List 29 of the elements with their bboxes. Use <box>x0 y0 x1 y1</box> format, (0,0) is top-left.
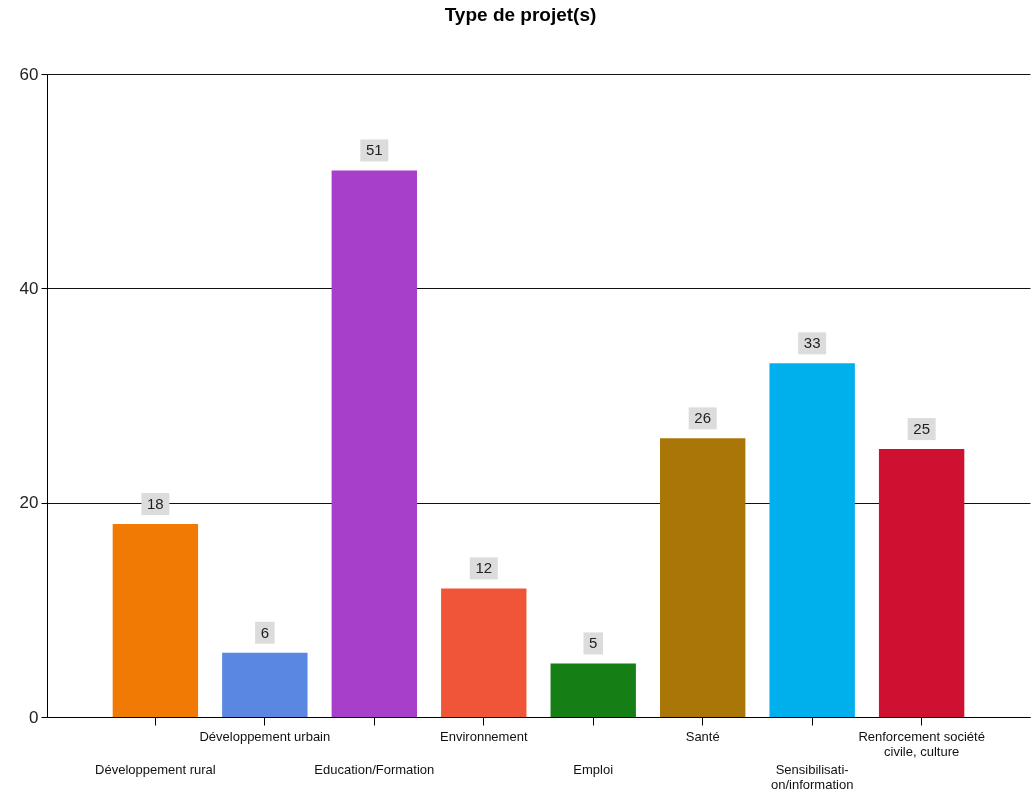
data-label: 26 <box>694 409 712 427</box>
x-tick-label: Emploi <box>573 761 614 777</box>
bar <box>222 652 308 717</box>
data-label: 18 <box>147 495 164 513</box>
bar <box>112 524 199 717</box>
data-label: 5 <box>589 634 598 652</box>
bar <box>441 588 527 717</box>
x-tick-label: Environnement <box>440 728 528 744</box>
y-tick-label: 60 <box>19 64 39 84</box>
y-tick-label: 40 <box>19 278 39 298</box>
bar <box>550 663 636 717</box>
x-tick-label: Education/Formation <box>314 761 435 777</box>
bar <box>331 170 417 717</box>
data-label: 25 <box>913 420 930 438</box>
x-tick-label: Santé <box>685 728 720 744</box>
bar <box>769 363 855 717</box>
x-tick-label: Développement urbain <box>199 728 331 744</box>
bar <box>878 449 965 717</box>
y-tick-label: 20 <box>19 493 39 513</box>
chart-title: Type de projet(s) <box>444 4 597 25</box>
x-tick-label: Sensibilisati- on/information <box>770 761 854 792</box>
data-label: 33 <box>803 334 821 352</box>
bar <box>660 438 746 717</box>
x-tick-label: Développement rural <box>95 761 216 777</box>
data-label: 51 <box>365 141 383 159</box>
data-label: 6 <box>260 623 270 641</box>
x-tick-label: Renforcement société civile, culture <box>858 728 985 759</box>
y-tick-label: 0 <box>29 707 39 727</box>
data-label: 12 <box>475 559 493 577</box>
